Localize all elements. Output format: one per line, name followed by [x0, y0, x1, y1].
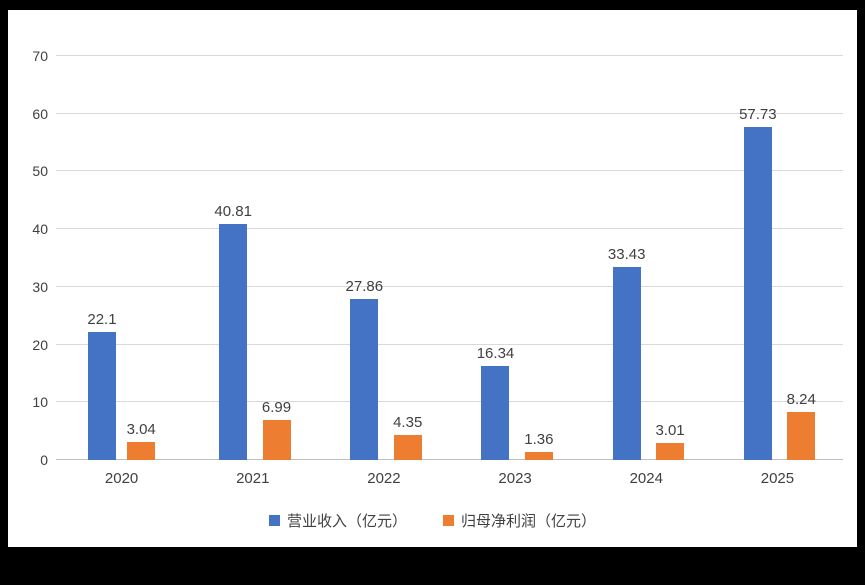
gridline — [56, 228, 843, 230]
legend-item: 营业收入（亿元） — [268, 510, 407, 531]
bar — [350, 299, 379, 460]
bar-value-label: 22.1 — [87, 311, 117, 329]
x-tick-label: 2022 — [367, 470, 401, 487]
gridline — [56, 112, 843, 114]
bar-column: 8.24 — [787, 56, 816, 460]
legend-label: 营业收入（亿元） — [286, 513, 407, 530]
gridline — [56, 343, 843, 345]
bar-value-label: 3.04 — [126, 421, 156, 439]
bar-value-label: 27.86 — [345, 278, 384, 296]
x-axis-labels: 2020 2021 2022 2023 2024 2025 — [56, 470, 843, 487]
bar-value-label: 1.36 — [524, 431, 554, 449]
bar-group-2025: 57.73 8.24 — [712, 56, 843, 460]
bar-value-label: 6.99 — [261, 398, 292, 416]
gridline — [56, 401, 843, 403]
bar — [481, 365, 510, 460]
bar-value-label: 33.43 — [607, 246, 646, 264]
bar — [87, 332, 116, 460]
bar-column: 40.81 — [214, 56, 252, 460]
plot-area: 0 10 20 30 40 50 60 70 22.1 3.04 40.81 6.99 27.86 4.… — [32, 49, 843, 467]
bar-column: 6.99 — [262, 56, 291, 460]
bar-group-2020: 22.1 3.04 — [56, 56, 187, 460]
bar-column: 22.1 — [87, 56, 117, 460]
x-tick-label: 2020 — [104, 470, 139, 487]
bar-value-label: 16.34 — [476, 344, 515, 362]
y-tick-label: 30 — [32, 278, 48, 295]
bar-column: 3.01 — [655, 56, 685, 460]
bar-column: 1.36 — [524, 56, 553, 460]
x-tick-label: 2025 — [760, 470, 795, 487]
bar-column: 33.43 — [607, 56, 646, 460]
bar — [393, 434, 422, 460]
legend-item: 归母净利润（亿元） — [443, 510, 596, 531]
bar-value-label: 57.73 — [739, 105, 777, 123]
y-tick-label: 20 — [32, 336, 48, 353]
x-tick-label: 2024 — [629, 470, 663, 487]
gridlines — [56, 55, 843, 460]
bar-value-label: 3.01 — [655, 421, 685, 439]
gridline — [56, 285, 843, 287]
bar-groups: 22.1 3.04 40.81 6.99 27.86 4.35 16.34 1.36 33.43… — [56, 56, 843, 460]
bar-value-label: 8.24 — [786, 391, 816, 409]
chart-frame: 0 10 20 30 40 50 60 70 22.1 3.04 40.81 6.99 27.86 4.… — [8, 10, 857, 547]
legend-label: 归母净利润（亿元） — [461, 513, 597, 530]
x-tick-label: 2023 — [498, 470, 532, 487]
bar — [262, 419, 291, 460]
legend-swatch — [268, 515, 280, 526]
y-tick-label: 70 — [32, 48, 48, 64]
bar — [743, 126, 772, 460]
bar-column: 4.35 — [393, 56, 422, 460]
gridline — [56, 55, 843, 56]
bar-column: 27.86 — [345, 56, 384, 460]
bar-column: 16.34 — [476, 56, 515, 460]
bar — [612, 267, 641, 460]
y-tick-label: 40 — [32, 221, 48, 238]
y-tick-label: 50 — [32, 163, 48, 180]
x-axis-line — [56, 459, 843, 460]
y-tick-label: 0 — [40, 452, 48, 468]
bar — [524, 452, 553, 460]
bar — [219, 224, 248, 460]
bar — [656, 442, 685, 460]
bar-group-2021: 40.81 6.99 — [187, 56, 318, 460]
y-tick-label: 60 — [32, 105, 48, 122]
bar-group-2022: 27.86 4.35 — [318, 56, 449, 460]
bar — [787, 412, 816, 460]
bar-value-label: 40.81 — [214, 203, 252, 221]
y-axis-ticks: 0 10 20 30 40 50 60 70 — [10, 49, 48, 467]
legend-swatch — [443, 515, 454, 526]
bar-column: 57.73 — [739, 56, 777, 460]
bar-column: 3.04 — [127, 56, 156, 460]
x-tick-label: 2021 — [236, 470, 270, 487]
bar — [127, 442, 156, 460]
legend: 营业收入（亿元） 归母净利润（亿元） — [8, 510, 857, 531]
gridline — [56, 170, 843, 172]
bar-group-2023: 16.34 1.36 — [450, 56, 581, 460]
y-tick-label: 10 — [32, 394, 48, 411]
bar-value-label: 4.35 — [393, 413, 423, 431]
bar-group-2024: 33.43 3.01 — [581, 56, 712, 460]
